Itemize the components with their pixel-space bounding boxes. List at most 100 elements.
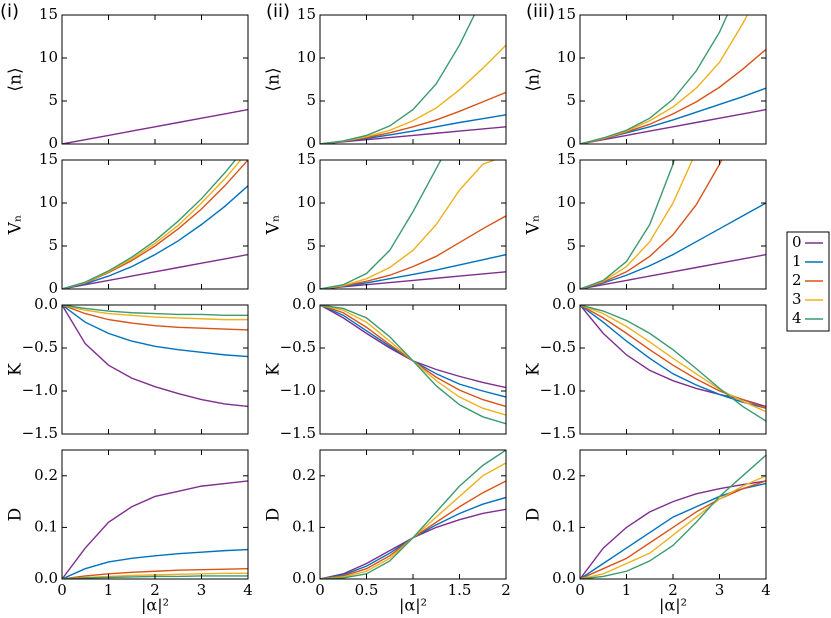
y-axis-label: K: [524, 363, 544, 376]
axes-frame: [319, 159, 507, 290]
x-tick-label: 2: [501, 581, 511, 599]
data-line: [580, 48, 766, 144]
plot-area: [320, 450, 506, 579]
data-line: [62, 305, 248, 331]
data-line: [320, 160, 442, 289]
y-tick-label: 5: [566, 91, 576, 109]
panel-label: (iii): [526, 1, 555, 22]
y-tick-label: −0.5: [540, 338, 576, 356]
y-tick-label: 10: [297, 193, 316, 211]
y-tick-label: 0: [306, 279, 316, 297]
plot-area: [62, 108, 248, 144]
data-line: [320, 253, 506, 289]
y-tick-label: 0.0: [552, 569, 576, 587]
y-tick-label: 5: [306, 91, 316, 109]
data-line: [62, 185, 248, 289]
y-tick-label: 10: [557, 193, 576, 211]
x-tick-label: 0: [57, 581, 67, 599]
data-line: [580, 87, 766, 144]
axes-frame: [61, 449, 249, 580]
legend-label: 1: [792, 252, 802, 270]
x-tick-label: 4: [243, 581, 253, 599]
plot-area: [580, 454, 766, 579]
data-line: [580, 305, 766, 409]
y-tick-label: −0.5: [280, 338, 316, 356]
x-tick-label: 1: [622, 581, 632, 599]
x-tick-label: 0.5: [355, 581, 379, 599]
y-tick-label: 10: [39, 193, 58, 211]
data-line: [62, 548, 248, 579]
data-line: [62, 305, 248, 321]
y-tick-label: −1.5: [540, 424, 576, 442]
data-line: [580, 454, 766, 579]
data-line: [580, 15, 729, 144]
axes-frame: [61, 14, 249, 145]
y-tick-label: 15: [297, 5, 316, 23]
data-line: [320, 15, 476, 144]
y-tick-label: 0.1: [292, 517, 316, 535]
y-tick-label: −1.0: [280, 381, 316, 399]
y-axis-label: Vₙ: [524, 215, 544, 236]
data-line: [320, 126, 506, 144]
y-tick-label: 0.0: [292, 295, 316, 313]
y-axis-label: K: [264, 363, 284, 376]
data-line: [580, 482, 766, 579]
y-tick-label: 0: [566, 134, 576, 152]
y-tick-label: 0.0: [552, 295, 576, 313]
x-tick-label: 1: [408, 581, 418, 599]
data-line: [320, 91, 506, 144]
plot-area: [62, 305, 248, 408]
y-tick-label: 0.1: [34, 517, 58, 535]
x-tick-label: 3: [715, 581, 725, 599]
y-axis-label: D: [524, 508, 544, 522]
y-tick-label: 5: [48, 236, 58, 254]
data-line: [580, 253, 766, 289]
y-tick-label: 0.0: [292, 569, 316, 587]
x-tick-label: 0: [315, 581, 325, 599]
y-tick-label: −1.0: [540, 381, 576, 399]
plot-area: [320, 160, 506, 289]
y-axis-label: D: [6, 508, 26, 522]
y-tick-label: −1.5: [280, 424, 316, 442]
panel-label: (i): [0, 1, 19, 22]
data-line: [580, 108, 766, 144]
data-line: [580, 160, 723, 289]
data-line: [320, 160, 497, 289]
panel-label: (ii): [266, 1, 290, 22]
y-tick-label: −0.5: [22, 338, 58, 356]
x-tick-label: 2: [668, 581, 678, 599]
y-axis-label: Vₙ: [264, 215, 284, 236]
x-axis-label: |α|²: [141, 596, 169, 615]
y-tick-label: 15: [297, 150, 316, 168]
y-tick-label: 0.2: [552, 466, 576, 484]
y-tick-label: 15: [39, 150, 58, 168]
data-line: [62, 305, 248, 317]
data-line: [320, 462, 506, 579]
axes-frame: [579, 159, 767, 290]
y-tick-label: 0.2: [292, 466, 316, 484]
y-tick-label: 15: [557, 150, 576, 168]
data-line: [580, 480, 766, 579]
y-tick-label: 5: [566, 236, 576, 254]
y-tick-label: −1.5: [22, 424, 58, 442]
y-tick-label: 0: [566, 279, 576, 297]
data-line: [320, 305, 506, 398]
data-line: [62, 305, 248, 358]
y-tick-label: 10: [297, 48, 316, 66]
data-line: [580, 305, 766, 413]
y-axis-label: Vₙ: [6, 215, 26, 236]
y-axis-label: ⟨n⟩: [6, 67, 26, 91]
y-tick-label: 5: [48, 91, 58, 109]
legend-label: 2: [792, 271, 802, 289]
data-line: [62, 253, 248, 289]
legend-label: 0: [792, 233, 802, 251]
x-tick-label: 0: [575, 581, 585, 599]
data-line: [580, 475, 766, 579]
data-line: [320, 480, 506, 579]
y-tick-label: 10: [39, 48, 58, 66]
plot-area: [580, 15, 766, 144]
x-tick-label: 1.5: [448, 581, 472, 599]
y-tick-label: 0: [48, 134, 58, 152]
data-line: [320, 215, 506, 289]
y-tick-label: 0: [48, 279, 58, 297]
